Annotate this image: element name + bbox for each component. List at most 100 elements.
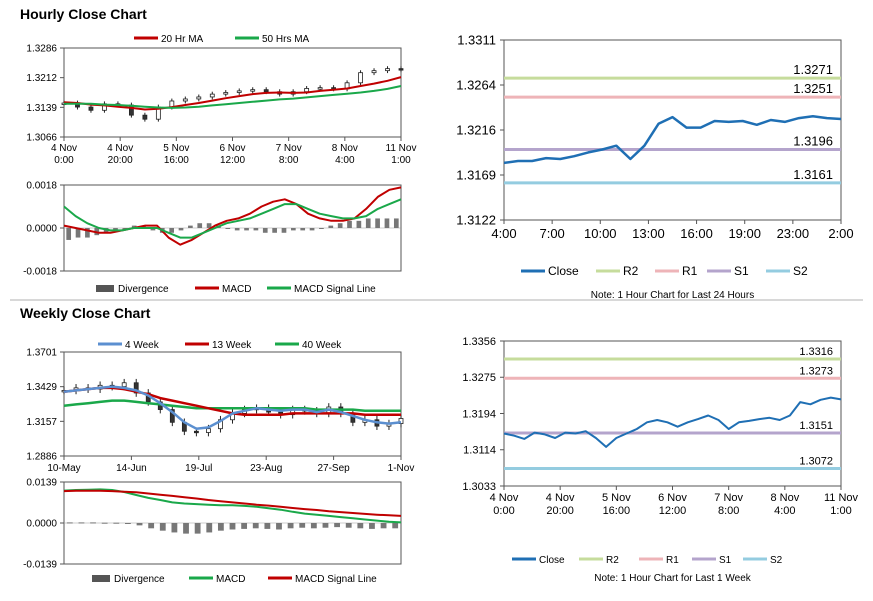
hourly-section-title: Hourly Close Chart — [20, 6, 147, 22]
weekly-pivots-legend-0-label: Close — [539, 555, 565, 566]
hourly-price-candle-body — [317, 87, 323, 90]
hourly-macd-macd-line — [63, 186, 402, 246]
weekly-price-xtick-label: 19-Jul — [185, 463, 212, 474]
hourly-macd-legend-1-label: MACD — [222, 284, 251, 295]
hourly-pivots-xtick-label: 2:00 — [828, 226, 853, 241]
legend-40-week-label: 40 Week — [302, 340, 342, 351]
hourly-pivots-frame — [503, 39, 842, 221]
hourly-price-candle-body — [385, 68, 390, 72]
weekly-macd-divergence-bar — [357, 523, 364, 529]
hourly-price-candle-body — [196, 96, 202, 100]
weekly-macd-signal-line — [63, 489, 402, 517]
hourly-macd-divergence-bar — [309, 228, 315, 231]
hourly-price-20hr-ma-line — [63, 76, 402, 111]
weekly-pivots-legend-1-label: R2 — [606, 555, 619, 566]
hourly-price-candle-body — [250, 89, 256, 92]
weekly-macd-divergence-bar — [78, 522, 85, 524]
weekly-macd-divergence-bar — [264, 523, 271, 529]
hourly-price-xtick-label: 0:00 — [54, 155, 74, 166]
weekly-macd-legend-0-label: Divergence — [114, 574, 165, 585]
legend-20hr-ma-label: 20 Hr MA — [161, 34, 204, 45]
hourly-price-candle-body — [209, 93, 215, 98]
hourly-pivots-note: Note: 1 Hour Chart for Last 24 Hours — [591, 290, 754, 301]
weekly-macd-macd-line — [63, 488, 402, 524]
hourly-pivots-xtick-label: 4:00 — [491, 226, 516, 241]
weekly-pivots-xtick-label: 4 Nov — [490, 492, 519, 504]
hourly-price-ytick-label: 1.3139 — [26, 103, 57, 114]
weekly-pivots-xtick-label: 5 Nov — [602, 492, 631, 504]
weekly-pivots-level-r1-label: 1.3273 — [799, 365, 833, 377]
hourly-pivots-ytick-label: 1.3264 — [456, 78, 496, 93]
hourly-price-candle-body — [304, 88, 310, 93]
hourly-pivots-legend-0-label: Close — [548, 264, 579, 278]
weekly-macd-divergence-bar — [206, 523, 213, 533]
hourly-macd-divergence-bar — [225, 228, 231, 229]
hourly-price-ytick-label: 1.3212 — [26, 73, 57, 84]
weekly-macd-ytick-label: -0.0139 — [23, 560, 57, 571]
hourly-pivots-xtick-label: 10:00 — [584, 226, 617, 241]
hourly-price-xtick-label: 4:00 — [335, 155, 355, 166]
hourly-pivots-ytick-label: 1.3122 — [456, 213, 496, 228]
hourly-pivots-xtick-label: 16:00 — [680, 226, 713, 241]
hourly-macd-divergence-bar — [281, 228, 287, 233]
hourly-macd-divergence-bar — [291, 228, 296, 231]
hourly-macd-divergence-bar — [169, 228, 174, 233]
hourly-price-xtick-label: 12:00 — [220, 155, 245, 166]
hourly-price-xtick-label: 8 Nov — [332, 143, 358, 154]
weekly-price-candle-body — [206, 428, 211, 433]
weekly-macd-legend-2-label: MACD Signal Line — [295, 574, 377, 585]
weekly-macd-divergence-bar — [241, 523, 248, 529]
hourly-pivots-legend-2-label: R1 — [682, 264, 698, 278]
legend-13-week-label: 13 Week — [212, 340, 252, 351]
weekly-macd-divergence-bar — [334, 523, 340, 528]
weekly-macd-legend-1-label: MACD — [216, 574, 245, 585]
weekly-macd-divergence-bar — [217, 523, 224, 531]
hourly-price-xtick-label: 5 Nov — [163, 143, 189, 154]
weekly-price-ytick-label: 1.3701 — [26, 348, 57, 359]
hourly-price-xtick-label: 6 Nov — [219, 143, 245, 154]
weekly-price-candle-body — [169, 409, 175, 423]
hourly-pivots-ytick-label: 1.3216 — [456, 123, 496, 138]
hourly-macd-divergence-bar — [150, 228, 156, 231]
weekly-macd-divergence-bar — [171, 523, 178, 533]
hourly-price-ytick-label: 1.3066 — [26, 133, 57, 144]
weekly-pivots-xtick-label: 8:00 — [718, 505, 739, 517]
hourly-macd-divergence-bar — [75, 228, 81, 238]
hourly-pivots-xtick-label: 19:00 — [728, 226, 761, 241]
weekly-price-xtick-label: 23-Aug — [250, 463, 282, 474]
weekly-price-xtick-label: 1-Nov — [388, 463, 415, 474]
weekly-macd-divergence-bar — [194, 523, 201, 534]
weekly-macd-divergence-bar — [287, 523, 294, 529]
weekly-macd-divergence-bar — [90, 522, 96, 524]
weekly-section-title: Weekly Close Chart — [20, 305, 151, 321]
weekly-macd-divergence-bar — [66, 522, 73, 524]
weekly-macd-divergence-bar — [101, 522, 108, 524]
weekly-pivots-level-r2-label: 1.3316 — [799, 346, 833, 358]
hourly-macd-divergence-bar — [272, 228, 277, 233]
hourly-pivots-xtick-label: 13:00 — [632, 226, 665, 241]
hourly-macd-divergence-bar — [178, 228, 184, 231]
weekly-price-candle-body — [398, 418, 404, 424]
weekly-macd-ytick-label: 0.0139 — [26, 478, 57, 489]
hourly-macd-divergence-bar — [234, 228, 240, 231]
hourly-macd-divergence-bar — [253, 228, 259, 231]
hourly-macd-legend-2-label: MACD Signal Line — [294, 284, 376, 295]
weekly-macd-divergence-bar — [113, 522, 120, 524]
hourly-price-candle-body — [142, 114, 148, 120]
hourly-price-xtick-label: 4 Nov — [51, 143, 77, 154]
weekly-pivots-ytick-label: 1.3194 — [462, 408, 496, 420]
weekly-pivots-ytick-label: 1.3114 — [463, 445, 496, 457]
weekly-pivots-level-s1-label: 1.3151 — [799, 420, 833, 432]
hourly-macd-ytick-label: 0.0000 — [26, 224, 57, 235]
hourly-price-xtick-label: 4 Nov — [107, 143, 133, 154]
weekly-pivots-xtick-label: 8 Nov — [770, 492, 799, 504]
weekly-macd-divergence-bar — [125, 523, 131, 524]
weekly-pivots-xtick-label: 0:00 — [493, 505, 514, 517]
hourly-pivots-legend-4-label: S2 — [793, 264, 808, 278]
hourly-macd-divergence-bar — [122, 228, 128, 229]
weekly-pivots-ytick-label: 1.3033 — [462, 481, 496, 493]
hourly-price-xtick-label: 20:00 — [108, 155, 133, 166]
hourly-macd-divergence-bar — [85, 228, 90, 238]
weekly-macd-divergence-bar — [392, 523, 399, 529]
hourly-macd-divergence-bar — [347, 220, 352, 228]
